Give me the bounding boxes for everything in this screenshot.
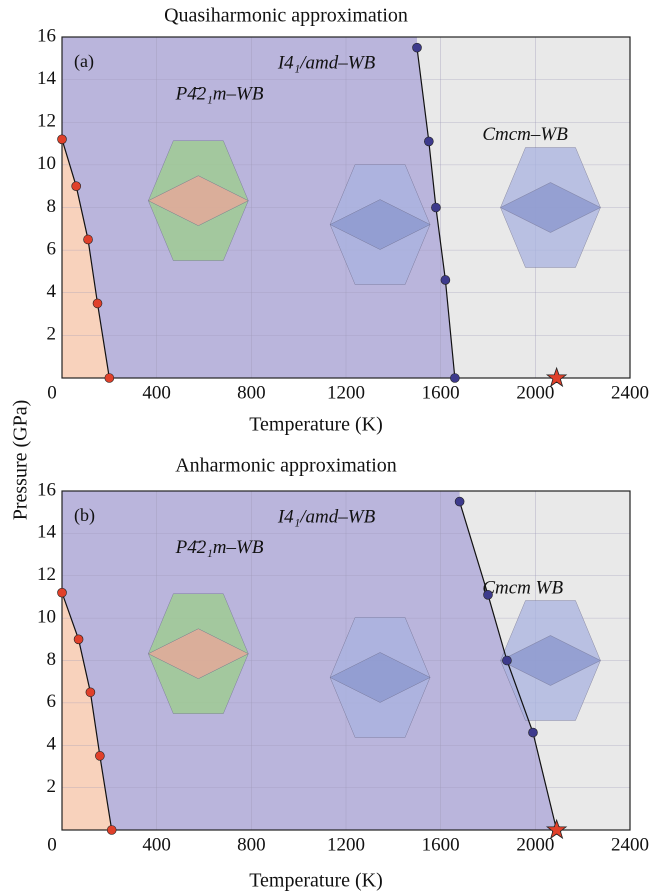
data-point	[92, 298, 103, 309]
region	[62, 139, 110, 378]
crystal	[147, 628, 249, 679]
crystal	[329, 652, 431, 703]
data-point	[483, 590, 493, 600]
x-tick-label: 1600	[422, 382, 460, 403]
data-point	[57, 134, 67, 145]
x-tick-label: 2400	[611, 382, 649, 403]
data-point	[502, 655, 512, 666]
y-tick-label: 2	[47, 776, 57, 797]
panel: 2 4 6 8 10 12 14 16 0 400 800 1200 1600 2000 2400 Quasi…	[37, 5, 649, 436]
crystal	[499, 635, 602, 686]
data-point	[57, 587, 67, 598]
y-tick-label: 10	[37, 153, 56, 174]
y-tick-label: 4	[47, 281, 57, 302]
data-point	[528, 727, 538, 738]
panel-label: (a)	[74, 51, 94, 72]
panel-label: (b)	[74, 505, 95, 526]
crystal	[329, 199, 431, 250]
phase-label: I4₁/amd–WB	[277, 506, 376, 527]
x-tick-label: 400	[142, 382, 171, 403]
data-point	[440, 275, 451, 285]
y-tick-label: 12	[37, 564, 56, 585]
y-tick-label: 10	[37, 606, 56, 627]
star-marker	[545, 818, 568, 840]
y-tick-label: 16	[37, 25, 56, 46]
y-tick-label: 8	[47, 649, 57, 670]
x-tick-label: 0	[47, 382, 57, 403]
data-point	[104, 373, 115, 383]
y-tick-label: 2	[47, 324, 57, 345]
plot-frame	[61, 490, 631, 831]
phase-label: P4̄2₁m–WB	[175, 83, 264, 104]
data-point	[454, 496, 465, 507]
data-point	[424, 136, 434, 147]
y-tick-label: 16	[37, 479, 56, 500]
data-point	[412, 42, 422, 53]
region	[62, 592, 112, 830]
x-axis-label: Temperature (K)	[249, 414, 383, 436]
x-tick-label: 0	[47, 834, 57, 855]
data-point	[73, 634, 84, 645]
data-point	[106, 825, 117, 835]
x-tick-label: 400	[142, 834, 171, 855]
x-tick-label: 800	[237, 834, 266, 855]
crystal	[147, 175, 249, 226]
data-point	[85, 687, 96, 698]
x-tick-label: 2400	[611, 834, 649, 855]
y-tick-label: 6	[47, 238, 57, 259]
chart-title: Anharmonic approximation	[175, 455, 397, 477]
data-point	[431, 202, 441, 213]
data-point	[450, 373, 460, 383]
y-tick-label: 14	[37, 68, 57, 89]
data-point	[83, 234, 93, 245]
y-tick-label: 8	[47, 196, 57, 217]
x-tick-label: 1200	[327, 382, 365, 403]
x-axis-label: Temperature (K)	[249, 870, 383, 892]
phase-label: Cmcm WB	[482, 578, 563, 599]
y-tick-label: 6	[47, 691, 57, 712]
x-tick-label: 2000	[516, 382, 554, 403]
y-tick-label: 14	[37, 522, 57, 543]
x-tick-label: 2000	[516, 834, 554, 855]
chart-title: Quasiharmonic approximation	[164, 5, 408, 27]
y-tick-label: 4	[47, 734, 57, 755]
x-tick-label: 1200	[327, 834, 365, 855]
phase-label: Cmcm–WB	[482, 124, 568, 145]
data-point	[95, 751, 105, 761]
y-axis-label: Pressure (GPa)	[10, 400, 32, 521]
x-tick-label: 1600	[422, 834, 460, 855]
phase-label: P4̄2₁m–WB	[175, 537, 264, 558]
crystal	[499, 182, 602, 233]
phase-label: I4₁/amd–WB	[277, 53, 376, 74]
x-tick-label: 800	[237, 382, 266, 403]
panel: 2 4 6 8 10 12 14 16 0 400 800 1200 1600 2000 2400 Anhar…	[37, 455, 649, 892]
y-tick-label: 12	[37, 111, 56, 132]
data-point	[71, 181, 81, 191]
star-marker	[545, 366, 568, 388]
plot-frame	[61, 36, 631, 379]
